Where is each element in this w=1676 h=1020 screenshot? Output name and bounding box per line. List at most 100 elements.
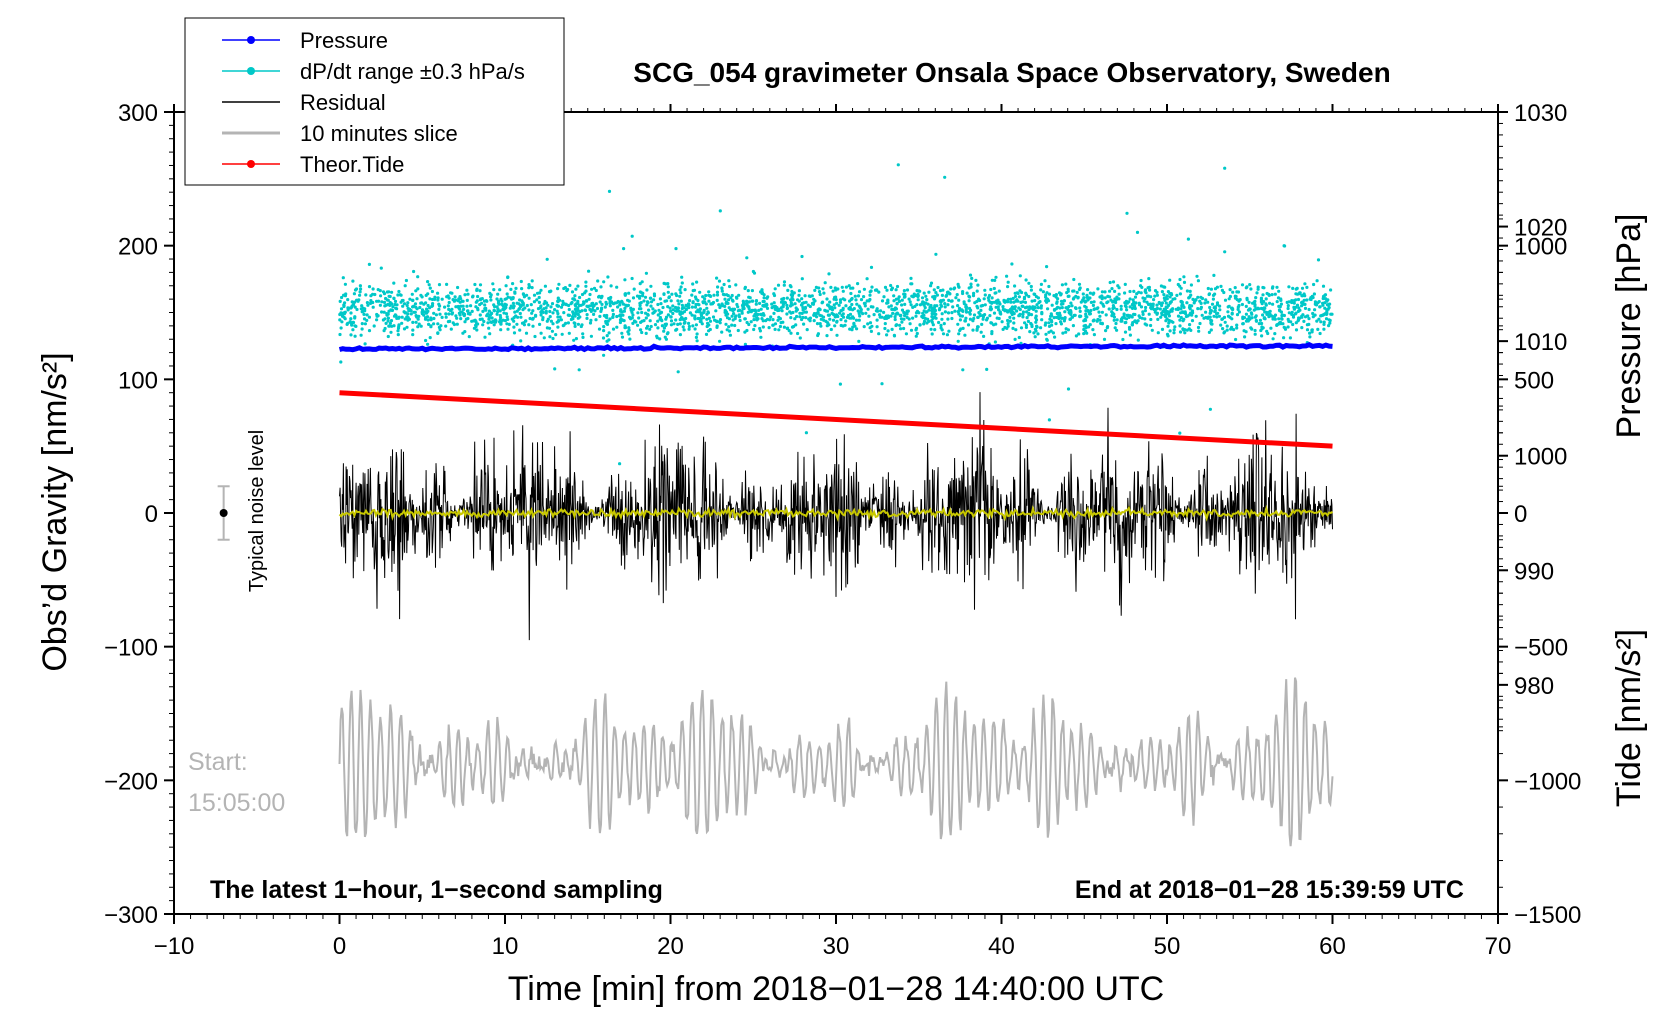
dpdt-point [498, 309, 502, 313]
dpdt-point [632, 287, 636, 291]
dpdt-point [892, 294, 896, 298]
dpdt-point [548, 335, 552, 339]
dpdt-point [600, 294, 604, 298]
dpdt-point [1254, 296, 1258, 300]
dpdt-point [688, 299, 692, 303]
dpdt-point [575, 309, 579, 313]
dpdt-point [924, 310, 928, 314]
dpdt-point [810, 294, 814, 298]
dpdt-point [681, 325, 685, 329]
dpdt-point [1084, 314, 1088, 318]
dpdt-point [425, 307, 429, 311]
dpdt-point [1321, 296, 1325, 301]
dpdt-point [1104, 329, 1108, 333]
dpdt-point [1260, 334, 1264, 338]
dpdt-point [507, 322, 511, 326]
dpdt-point [795, 314, 799, 319]
x-tick-label: 60 [1319, 933, 1346, 960]
dpdt-point [678, 333, 683, 337]
dpdt-point [411, 333, 415, 337]
dpdt-point [631, 313, 635, 317]
dpdt-point [430, 304, 434, 308]
dpdt-point [696, 308, 700, 312]
dpdt-point [1078, 309, 1082, 313]
dpdt-point [675, 293, 679, 298]
dpdt-point [1156, 331, 1160, 335]
dpdt-point [882, 310, 886, 314]
dpdt-point [618, 462, 622, 466]
dpdt-point [1081, 292, 1085, 296]
dpdt-point [658, 315, 663, 320]
dpdt-point [1220, 317, 1224, 321]
dpdt-point [743, 317, 747, 321]
dpdt-point [459, 317, 463, 321]
dpdt-point [350, 322, 354, 327]
dpdt-point [466, 316, 470, 321]
dpdt-point [724, 310, 729, 314]
dpdt-point [694, 297, 698, 301]
dpdt-point [627, 291, 631, 295]
dpdt-point [572, 338, 576, 342]
dpdt-point [562, 323, 566, 327]
dpdt-point [808, 319, 812, 323]
dpdt-point [870, 285, 874, 289]
dpdt-point [987, 298, 991, 302]
dpdt-point [1300, 294, 1304, 298]
dpdt-point [833, 306, 837, 310]
dpdt-point [426, 303, 430, 308]
dpdt-point [798, 315, 802, 319]
dpdt-point [975, 289, 979, 293]
dpdt-point [1203, 301, 1207, 305]
dpdt-point [785, 326, 789, 331]
y-axis-title-tide: Tide [nm/s²] [1610, 629, 1648, 807]
dpdt-point [1325, 308, 1329, 312]
dpdt-point [1164, 301, 1168, 305]
dpdt-point [343, 310, 347, 314]
dpdt-point [1219, 284, 1223, 288]
dpdt-point [1294, 292, 1298, 296]
dpdt-point [877, 332, 881, 336]
dpdt-point [802, 301, 806, 305]
dpdt-point [908, 300, 912, 304]
dpdt-point [933, 328, 937, 332]
dpdt-point [1084, 305, 1088, 309]
dpdt-point [866, 322, 870, 326]
dpdt-point [1178, 277, 1182, 282]
dpdt-point [600, 302, 604, 306]
dpdt-point [428, 286, 432, 290]
dpdt-point [745, 328, 749, 333]
dpdt-point [971, 328, 975, 332]
dpdt-point [487, 326, 491, 330]
dpdt-point [1275, 285, 1279, 289]
dpdt-point [1124, 299, 1128, 303]
dpdt-point [761, 299, 765, 304]
dpdt-point [801, 315, 805, 320]
dpdt-point [1287, 300, 1291, 304]
dpdt-point [1277, 321, 1282, 325]
dpdt-point [1305, 285, 1309, 289]
dpdt-point [480, 301, 484, 305]
dpdt-point [1101, 302, 1105, 306]
dpdt-point [794, 306, 798, 310]
dpdt-point [1078, 306, 1082, 310]
dpdt-point [904, 332, 909, 336]
dpdt-point [1245, 298, 1249, 302]
dpdt-point [476, 294, 480, 299]
dpdt-point [1013, 307, 1017, 311]
dpdt-point [723, 304, 727, 308]
dpdt-point [578, 315, 582, 319]
dpdt-point [1143, 289, 1147, 293]
dpdt-point [638, 303, 642, 308]
dpdt-point [1149, 317, 1153, 322]
dpdt-point [1149, 323, 1153, 328]
dpdt-point [669, 309, 673, 313]
dpdt-point [1034, 320, 1038, 324]
dpdt-point [354, 287, 359, 291]
dpdt-point [1155, 293, 1159, 297]
dpdt-point [759, 307, 763, 311]
dpdt-point [934, 252, 938, 256]
dpdt-point [666, 290, 670, 294]
dpdt-point [1032, 305, 1037, 309]
dpdt-point [747, 306, 751, 311]
dpdt-point [1040, 318, 1044, 322]
